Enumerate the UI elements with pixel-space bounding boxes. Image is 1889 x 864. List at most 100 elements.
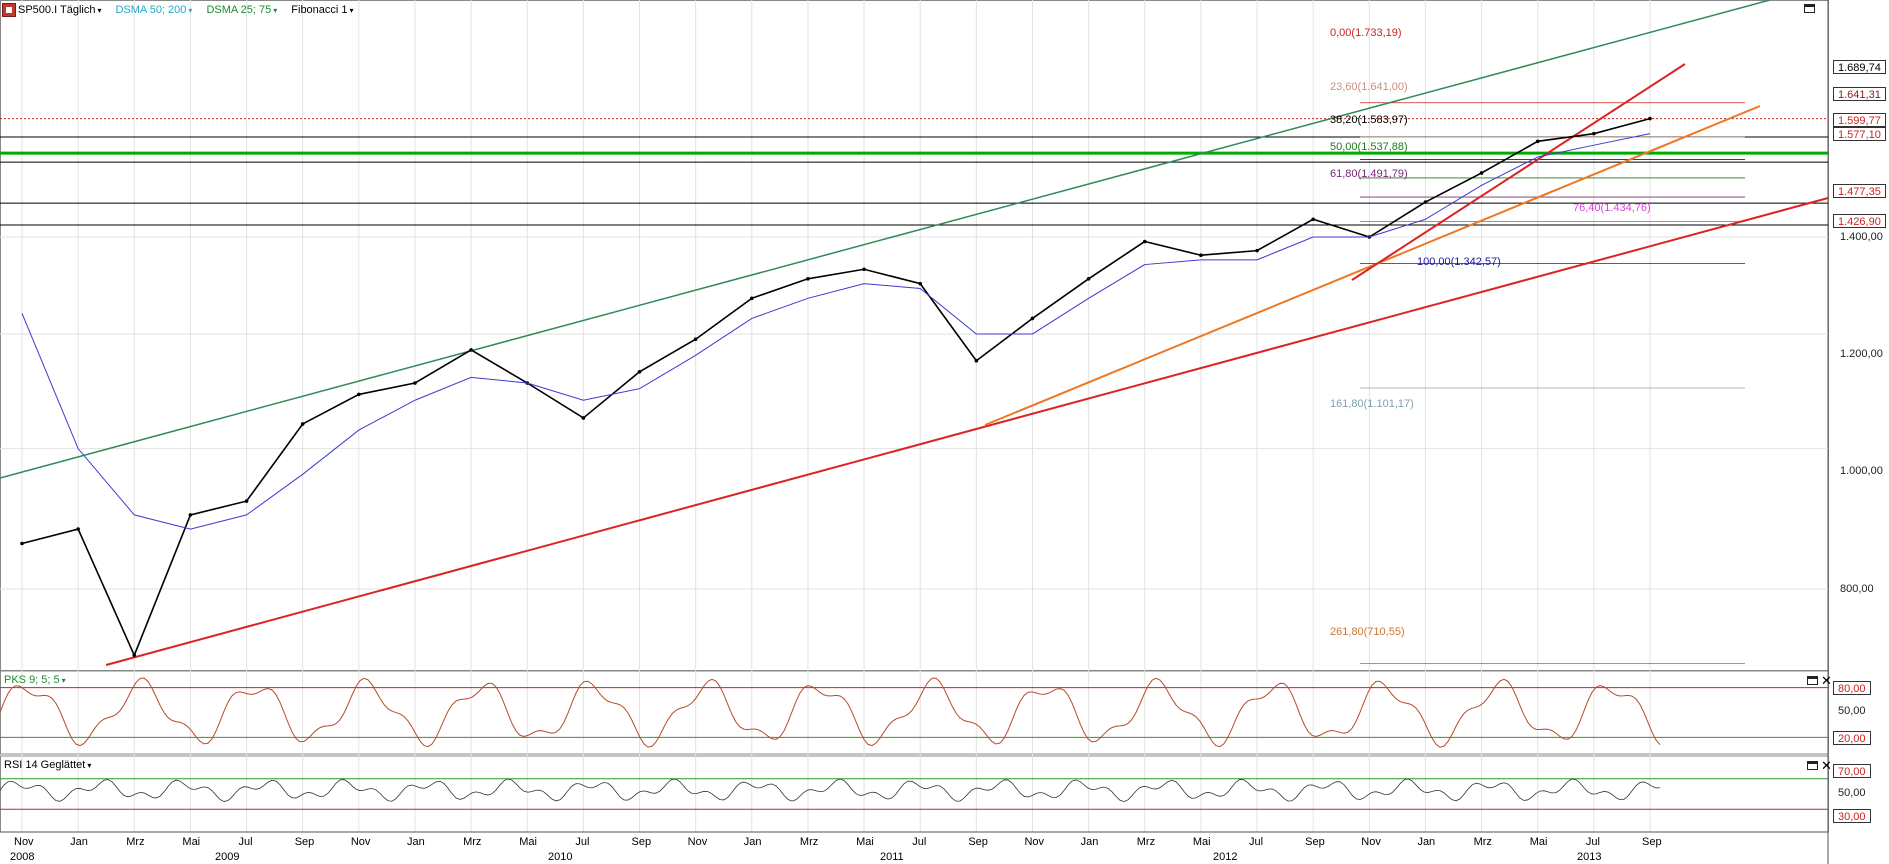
series-point bbox=[1030, 316, 1035, 321]
series-point bbox=[1535, 139, 1540, 144]
series-point bbox=[1423, 200, 1428, 204]
series-point bbox=[1142, 239, 1147, 244]
stochastic-tick-80: 80,00 bbox=[1833, 681, 1871, 695]
symbol-label: SP500.I Täglich bbox=[18, 4, 96, 16]
trend-line-upper bbox=[0, 0, 1771, 479]
price-tag-level: 1.477,35 bbox=[1833, 184, 1886, 198]
series-point bbox=[76, 527, 80, 531]
price-tag-level: 1.426,90 bbox=[1833, 214, 1886, 228]
x-axis-year-label: 2013 bbox=[1577, 851, 1602, 863]
series-point bbox=[1311, 217, 1315, 222]
price-tag-current: 1.689,74 bbox=[1833, 60, 1886, 74]
chevron-down-icon: ▾ bbox=[97, 5, 102, 15]
x-axis-year-label: 2011 bbox=[880, 851, 904, 863]
rsi-tick-30: 30,00 bbox=[1833, 809, 1871, 823]
maximize-rsi-panel-button[interactable] bbox=[1807, 761, 1818, 770]
fibonacci-selector[interactable]: Fibonacci 1 ▾ bbox=[291, 4, 353, 16]
series-point bbox=[1255, 248, 1259, 253]
stochastic-tick-50: 50,00 bbox=[1838, 705, 1866, 717]
price-tag-level: 1.577,10 bbox=[1833, 127, 1886, 141]
fib-label: 0,00(1.733,19) bbox=[1330, 27, 1402, 39]
symbol-selector[interactable]: SP500.I Täglich ▾ bbox=[2, 3, 101, 17]
chevron-down-icon: ▾ bbox=[349, 5, 354, 15]
series-point bbox=[132, 653, 137, 658]
maximize-stochastic-panel-button[interactable] bbox=[1807, 676, 1818, 685]
series-point bbox=[974, 358, 979, 363]
toolbar: SP500.I Täglich ▾ DSMA 50; 200 ▾ DSMA 25… bbox=[0, 0, 354, 20]
rsi-line bbox=[0, 778, 1661, 803]
fib-label: 161,80(1.101,17) bbox=[1330, 398, 1414, 410]
x-axis-month-label: Mai bbox=[856, 836, 874, 848]
x-axis-month-label: Jan bbox=[70, 836, 88, 848]
x-axis-month-label: Sep bbox=[968, 836, 988, 848]
fib-label: 76,40(1.434,76) bbox=[1573, 202, 1651, 214]
series-line bbox=[21, 133, 1651, 530]
series-point bbox=[188, 513, 193, 517]
series-point bbox=[918, 281, 923, 286]
chevron-down-icon: ▾ bbox=[188, 5, 193, 15]
rsi-tick-70: 70,00 bbox=[1833, 764, 1871, 778]
trend-line-short bbox=[1351, 63, 1686, 281]
indicator-dsma-25-75[interactable]: DSMA 25; 75 ▾ bbox=[206, 4, 277, 16]
fib-label: 100,00(1.342,57) bbox=[1417, 256, 1501, 268]
x-axis-month-label: Mai bbox=[1529, 836, 1548, 848]
fib-label: 50,00(1.537,88) bbox=[1330, 141, 1408, 153]
price-tag-level: 1.599,77 bbox=[1833, 113, 1886, 127]
trend-line-lower bbox=[105, 197, 1829, 666]
series-point bbox=[581, 416, 586, 420]
series-point bbox=[862, 267, 866, 272]
series-point bbox=[1592, 131, 1596, 136]
y-axis-tick: 1.000,00 bbox=[1840, 465, 1883, 477]
app-logo-icon bbox=[2, 3, 16, 17]
maximize-main-panel-button[interactable] bbox=[1804, 4, 1815, 13]
x-axis-month-label: Jan bbox=[743, 836, 762, 848]
x-axis-month-label: Sep bbox=[1642, 836, 1662, 848]
x-axis-month-label: Mrz bbox=[1136, 836, 1156, 848]
x-axis-month-label: Nov bbox=[1024, 836, 1045, 848]
x-axis-month-label: Mai bbox=[1192, 836, 1211, 848]
stochastic-panel-frame bbox=[0, 670, 1829, 755]
x-axis-month-label: Jul bbox=[1249, 836, 1264, 848]
x-axis-year-label: 2012 bbox=[1213, 851, 1238, 863]
x-axis-month-label: Mrz bbox=[799, 836, 819, 848]
series-point bbox=[244, 499, 249, 503]
series-point bbox=[693, 337, 698, 342]
stochastic-tick-20: 20,00 bbox=[1833, 731, 1871, 745]
series-point bbox=[1648, 116, 1652, 121]
x-axis-month-label: Mai bbox=[519, 836, 537, 848]
close-stochastic-panel-icon[interactable]: ✕ bbox=[1821, 673, 1832, 688]
fib-label: 261,80(710,55) bbox=[1330, 626, 1405, 638]
series-point bbox=[1479, 171, 1484, 175]
series-point bbox=[1086, 276, 1091, 281]
close-rsi-panel-icon[interactable]: ✕ bbox=[1821, 758, 1832, 773]
stochastic-panel-label[interactable]: PKS 9; 5; 5 ▾ bbox=[4, 674, 66, 686]
x-axis-month-label: Jan bbox=[1080, 836, 1099, 848]
fib-label: 61,80(1.491,79) bbox=[1330, 168, 1408, 180]
x-axis-month-label: Sep bbox=[294, 836, 315, 848]
x-axis-year-label: 2010 bbox=[548, 851, 573, 863]
trend-line-orange bbox=[984, 105, 1761, 426]
rsi-label-text: RSI 14 Geglättet bbox=[4, 759, 86, 771]
x-axis-month-label: Sep bbox=[1305, 836, 1325, 848]
x-axis-month-label: Mrz bbox=[463, 836, 482, 848]
rsi-panel-label[interactable]: RSI 14 Geglättet ▾ bbox=[4, 759, 91, 771]
series-point bbox=[20, 541, 24, 546]
x-axis-month-label: Jul bbox=[575, 836, 590, 848]
y-axis-tick: 800,00 bbox=[1840, 583, 1874, 595]
x-axis-month-label: Nov bbox=[14, 836, 34, 848]
y-axis-tick: 1.200,00 bbox=[1840, 348, 1883, 360]
stochastic-label-text: PKS 9; 5; 5 bbox=[4, 674, 60, 686]
series-point bbox=[357, 392, 361, 397]
x-axis-year-label: 2009 bbox=[215, 851, 240, 863]
x-axis-month-label: Mrz bbox=[1473, 836, 1492, 848]
stochastic-line bbox=[0, 677, 1661, 748]
fib-label: 23,60(1.641,00) bbox=[1330, 81, 1408, 93]
series-line bbox=[21, 117, 1651, 658]
series-point bbox=[637, 369, 642, 374]
indicator-dsma-50-200[interactable]: DSMA 50; 200 ▾ bbox=[115, 4, 192, 16]
fibonacci-label: Fibonacci 1 bbox=[291, 4, 348, 16]
x-axis-month-label: Jan bbox=[406, 836, 425, 848]
x-axis-month-label: Jul bbox=[238, 836, 253, 848]
